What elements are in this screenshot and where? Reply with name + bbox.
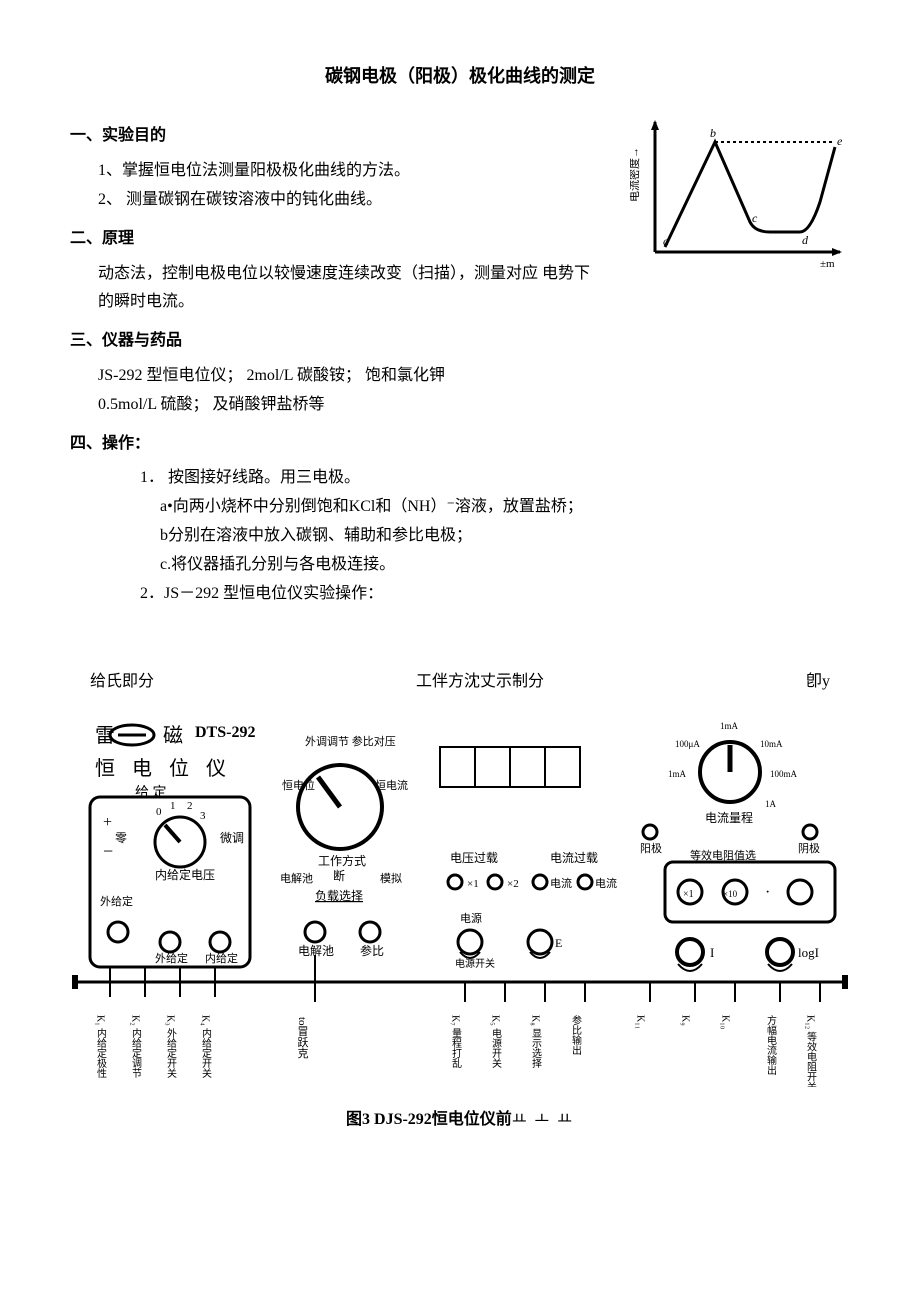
svg-text:电流过载: 电流过载 — [550, 851, 598, 865]
svg-text:参比: 参比 — [360, 943, 384, 958]
svg-text:零: 零 — [115, 831, 127, 845]
chart-y-label: 电流密度→ — [630, 147, 641, 202]
s3-p2: 0.5mol/L 硫酸； 及硝酸钾盐桥等 — [98, 391, 850, 420]
svg-text:K₅ 电源开关: K₅ 电源开关 — [490, 1015, 502, 1069]
svg-text:阳极: 阳极 — [640, 841, 662, 855]
s4-p1: 1． 按图接好线路。用三电极。 — [140, 464, 850, 493]
svg-text:K₁₂ 等效电阻开关: K₁₂ 等效电阻开关 — [805, 1015, 817, 1087]
svg-text:断: 断 — [333, 868, 345, 883]
svg-text:电解池: 电解池 — [280, 871, 313, 885]
svg-text:电压过载: 电压过载 — [450, 851, 498, 865]
svg-text:K₉: K₉ — [680, 1015, 691, 1026]
svg-text:方幅电流输出: 方幅电流输出 — [765, 1014, 777, 1075]
svg-text:外给定: 外给定 — [100, 894, 133, 908]
svg-text:阴极: 阴极 — [798, 841, 820, 855]
polarization-chart: 电流密度→ ±m a b c d e — [630, 112, 850, 272]
svg-text:恒 电 位 仪: 恒 电 位 仪 — [95, 757, 232, 780]
svg-text:电流量程: 电流量程 — [705, 810, 753, 825]
svg-text:×2: ×2 — [507, 878, 519, 890]
svg-text:K₂ 内给定调节: K₂ 内给定调节 — [130, 1015, 142, 1079]
svg-text:I: I — [710, 945, 714, 960]
s4-c: c.将仪器插孔分别与各电极连接。 — [160, 551, 850, 580]
svg-text:1A: 1A — [765, 799, 777, 809]
svg-text:K₈ 显示选择: K₈ 显示选择 — [530, 1015, 542, 1069]
section-3-head: 三、仪器与药品 — [70, 327, 850, 356]
svg-text:K₁₀: K₁₀ — [720, 1015, 731, 1030]
svg-text:内给定: 内给定 — [205, 951, 238, 965]
svg-text:恒电流: 恒电流 — [375, 778, 408, 792]
svg-text:100μA: 100μA — [675, 739, 700, 749]
svg-text:DTS-292: DTS-292 — [195, 724, 255, 741]
svg-text:×10: ×10 — [723, 889, 738, 899]
svg-text:a: a — [663, 234, 669, 248]
svg-text:参比输出: 参比输出 — [570, 1014, 582, 1055]
svg-text:1mA: 1mA — [668, 769, 687, 779]
section-4-head: 四、操作： — [70, 430, 850, 459]
svg-text:电解池: 电解池 — [298, 944, 334, 958]
top-label-right: 卽y — [806, 668, 830, 697]
svg-text:模拟: 模拟 — [380, 871, 402, 885]
upper-block: 一、实验目的 1、掌握恒电位法测量阳极极化曲线的方法。 2、 测量碳钢在碳铵溶液… — [70, 122, 850, 317]
svg-text:K₃ 外给定开关: K₃ 外给定开关 — [165, 1015, 177, 1079]
svg-text:K₁₁: K₁₁ — [635, 1015, 646, 1029]
svg-text:内给定电压: 内给定电压 — [155, 867, 215, 882]
svg-text:logI: logI — [798, 945, 819, 960]
svg-text:100mA: 100mA — [770, 769, 798, 779]
svg-text:10mA: 10mA — [760, 739, 783, 749]
svg-text:负载选择: 负载选择 — [315, 889, 363, 903]
top-label-left: 给氏即分 — [90, 668, 154, 697]
svg-text:电源开关: 电源开关 — [455, 957, 495, 970]
svg-text:+: + — [103, 814, 112, 831]
svg-text:给 定: 给 定 — [135, 785, 167, 801]
svg-text:工作方式: 工作方式 — [318, 853, 366, 868]
svg-text:3: 3 — [200, 810, 206, 822]
doc-title: 碳钢电极（阳极）极化曲线的测定 — [70, 60, 850, 92]
svg-text:×1: ×1 — [467, 878, 479, 890]
svg-text:1: 1 — [170, 800, 176, 812]
svg-text:−: − — [103, 841, 113, 861]
svg-text:d: d — [802, 233, 809, 247]
s4-p2: 2．JS－292 型恒电位仪实验操作： — [140, 580, 850, 609]
svg-text:E: E — [555, 936, 562, 950]
top-label-mid: 工伴方沈丈示制分 — [416, 668, 544, 697]
s3-p1: JS-292 型恒电位仪； 2mol/L 碳酸铵； 饱和氯化钾 — [98, 362, 850, 391]
svg-text:雷: 雷 — [95, 725, 115, 747]
svg-text:1mA: 1mA — [720, 721, 739, 731]
svg-text:0: 0 — [156, 806, 162, 818]
svg-text:e: e — [837, 134, 843, 148]
svg-text:K₁ 内给定极性: K₁ 内给定极性 — [95, 1015, 107, 1079]
svg-text:电流: 电流 — [595, 876, 617, 890]
svg-text:恒电位: 恒电位 — [282, 778, 315, 792]
svg-text:×1: ×1 — [683, 889, 694, 900]
svg-text:微调: 微调 — [220, 831, 244, 845]
s4-a: a•向两小烧杯中分别倒饱和KCl和（NH）⁻溶液，放置盐桥； — [160, 493, 850, 522]
chart-x-label: ±m — [820, 258, 835, 270]
s4-b: b分别在溶液中放入碳钢、辅助和参比电极； — [160, 522, 850, 551]
svg-text:2: 2 — [187, 800, 193, 812]
panel-svg: 雷 磁 DTS-292 恒 电 位 仪 给 定 0 1 2 3 内给定电压 + … — [70, 707, 850, 1087]
svg-text:K₇ 量程打乱: K₇ 量程打乱 — [450, 1015, 462, 1068]
svg-text:c: c — [752, 211, 758, 225]
svg-text:外调调节 参比对压: 外调调节 参比对压 — [305, 734, 396, 748]
svg-text:磁: 磁 — [163, 724, 183, 747]
svg-text:等效电阻值选: 等效电阻值选 — [690, 848, 756, 862]
svg-text:b: b — [710, 126, 716, 140]
svg-text:to冒跃克: to冒跃克 — [296, 1017, 309, 1059]
s2-p1: 动态法，控制电极电位以较慢速度连续改变（扫描），测量对应 电势下的瞬时电流。 — [98, 260, 598, 318]
svg-text:电流: 电流 — [550, 876, 572, 890]
svg-text:外给定: 外给定 — [155, 951, 188, 965]
diagram-caption: 图3 DJS-292恒电位仪前ㅛ ㅗ ㅛ — [70, 1106, 850, 1135]
svg-text:K₄ 内给定开关: K₄ 内给定开关 — [200, 1015, 212, 1079]
svg-text:电源: 电源 — [460, 911, 482, 925]
instrument-diagram: 给氏即分 工伴方沈丈示制分 卽y 雷 磁 DTS-292 恒 电 位 仪 给 定… — [70, 668, 850, 1134]
svg-text:·: · — [765, 884, 770, 901]
